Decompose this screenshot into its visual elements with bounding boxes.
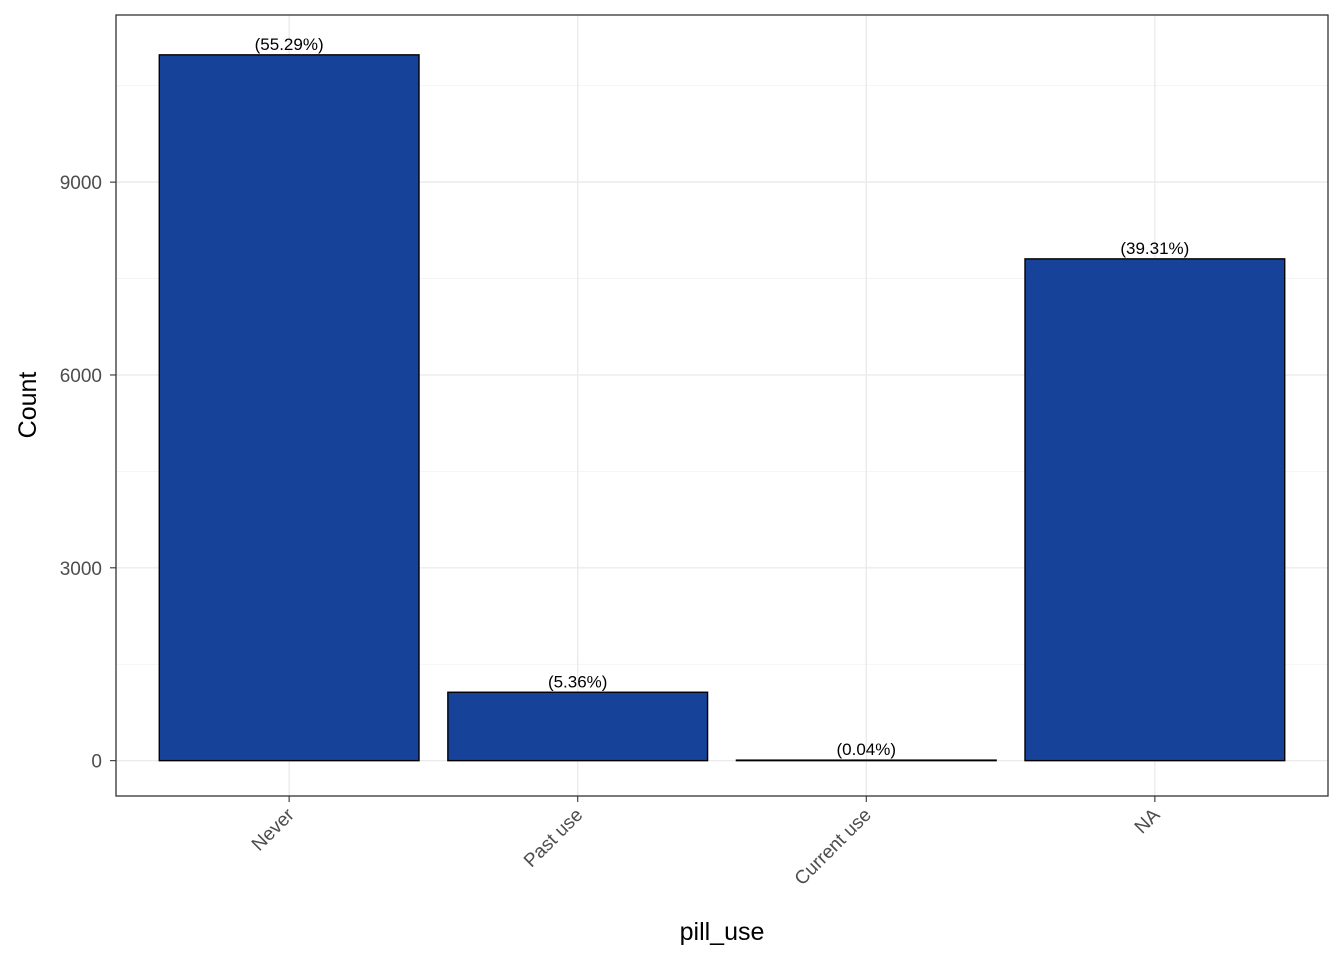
bar-current-use bbox=[735, 759, 997, 762]
bars bbox=[158, 54, 1286, 762]
y-tick-label: 0 bbox=[91, 752, 102, 773]
data-label: (39.31%) bbox=[1120, 239, 1189, 258]
x-tick-label: Current use bbox=[791, 805, 876, 890]
data-labels: (55.29%) (5.36%) (0.04%) (39.31%) bbox=[255, 35, 1190, 759]
bar-na bbox=[1024, 258, 1286, 762]
x-tick-label: Never bbox=[248, 804, 299, 855]
y-axis-title: Count bbox=[14, 372, 42, 439]
y-tick-label: 6000 bbox=[60, 366, 102, 387]
x-tick-label: Past use bbox=[520, 805, 587, 872]
x-tick-label: NA bbox=[1131, 804, 1165, 838]
y-axis: 0 3000 6000 9000 bbox=[60, 173, 116, 773]
bar-never bbox=[158, 54, 420, 762]
x-axis: Never Past use Current use NA bbox=[248, 796, 1165, 890]
panel-border bbox=[115, 14, 1329, 797]
data-label: (55.29%) bbox=[255, 35, 324, 54]
y-tick-label: 9000 bbox=[60, 173, 102, 194]
data-label: (0.04%) bbox=[837, 740, 897, 759]
data-label: (5.36%) bbox=[548, 672, 608, 691]
x-axis-title: pill_use bbox=[680, 918, 765, 946]
y-tick-label: 3000 bbox=[60, 559, 102, 580]
bar-past-use bbox=[447, 691, 709, 762]
